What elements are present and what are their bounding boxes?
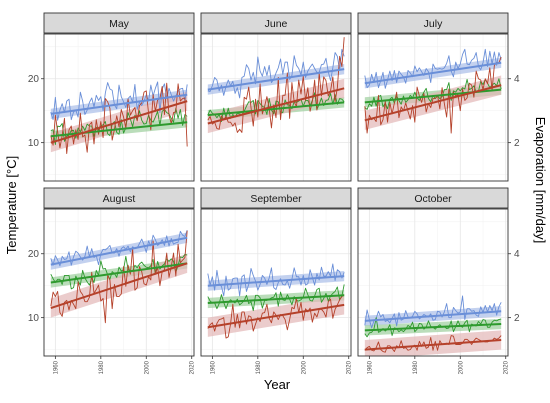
y-tick-label-left: 10 [28,138,40,149]
y-tick-label-left: 20 [28,74,40,85]
strip-label-june: June [265,18,288,30]
y-tick-label-right: 2 [514,313,520,324]
panel-october: October 2 4 1960 1980 2000 2020 [357,187,520,374]
series-line-red [364,56,502,134]
y-axis-title-right: Evaporation [mm/day] [533,117,548,243]
panel-border [200,208,352,357]
trend-line-red [364,84,502,122]
panel-border [43,208,195,357]
panel-border [43,33,195,182]
trend-line-red [207,87,345,125]
series-line-green [207,284,345,312]
trend-line-blue [50,93,188,115]
y-tick-label-right: 4 [514,249,520,260]
trend-line-blue [207,275,345,287]
x-tick-label: 1980 [413,360,419,374]
y-tick-label-right: 4 [514,74,520,85]
series-line-blue [50,81,188,121]
strip-july [357,12,509,34]
strip-september [200,187,352,209]
trend-line-blue [207,68,345,91]
x-tick-label: 2000 [458,360,464,374]
series-line-blue [50,229,188,267]
trend-line-blue [50,236,188,266]
panel-august: August 10 20 1960 1980 2000 2020 [28,187,196,374]
trend-line-blue [364,310,502,322]
trend-line-red [207,303,345,329]
trend-line-red [50,262,188,310]
strip-label-october: October [414,193,452,205]
x-tick-label: 2020 [190,360,196,374]
strip-label-may: May [109,18,130,30]
x-tick-label: 2000 [301,360,307,374]
trend-line-green [50,121,188,138]
strip-may [43,12,195,34]
trend-line-blue [364,61,502,85]
panel-data [207,263,345,339]
panel-may: May 10 20 [28,12,195,182]
x-axis-title: Year [264,377,291,392]
trend-line-red [364,339,502,351]
strip-label-july: July [424,18,443,30]
y-tick-label-right: 2 [514,138,520,149]
panel-data [207,37,345,134]
panel-data [364,295,502,356]
x-tick-label: 1960 [53,360,59,374]
series-line-red [364,335,502,353]
trend-line-green [50,262,188,284]
series-line-red [50,82,188,154]
x-tick-label: 2020 [504,360,510,374]
x-tick-label: 1960 [210,360,216,374]
panel-data [50,81,188,154]
panel-border [200,33,352,182]
x-tick-label: 2000 [144,360,150,374]
y-tick-label-left: 20 [28,249,40,260]
trend-line-green [207,294,345,304]
panel-border [357,33,509,182]
panel-june: June [200,12,352,182]
series-line-blue [207,263,345,297]
series-line-red [207,37,345,133]
panel-september: September 1960 1980 2000 2020 [200,187,353,374]
y-tick-label-left: 10 [28,313,40,324]
x-tick-label: 1960 [367,360,373,374]
strip-august [43,187,195,209]
series-line-green [50,253,188,290]
panel-border [357,208,509,357]
series-line-red [50,230,188,324]
trend-line-green [364,323,502,332]
trend-line-green [207,101,345,117]
facet-panels: May 10 20 June July 2 4 August 10 20 1960 1980 2000 2… [28,12,520,374]
panel-data [364,48,502,134]
confidence-band-red [364,330,502,356]
x-tick-label: 1980 [256,360,262,374]
strip-label-august: August [103,193,136,205]
y-axis-title-left: Temperature [°C] [4,156,19,254]
strip-label-september: September [250,193,302,205]
x-tick-label: 2020 [347,360,353,374]
trend-line-red [50,100,188,144]
panel-july: July 2 4 [357,12,520,182]
x-tick-label: 1980 [99,360,105,374]
strip-october [357,187,509,209]
strip-june [200,12,352,34]
panel-data [50,229,188,324]
